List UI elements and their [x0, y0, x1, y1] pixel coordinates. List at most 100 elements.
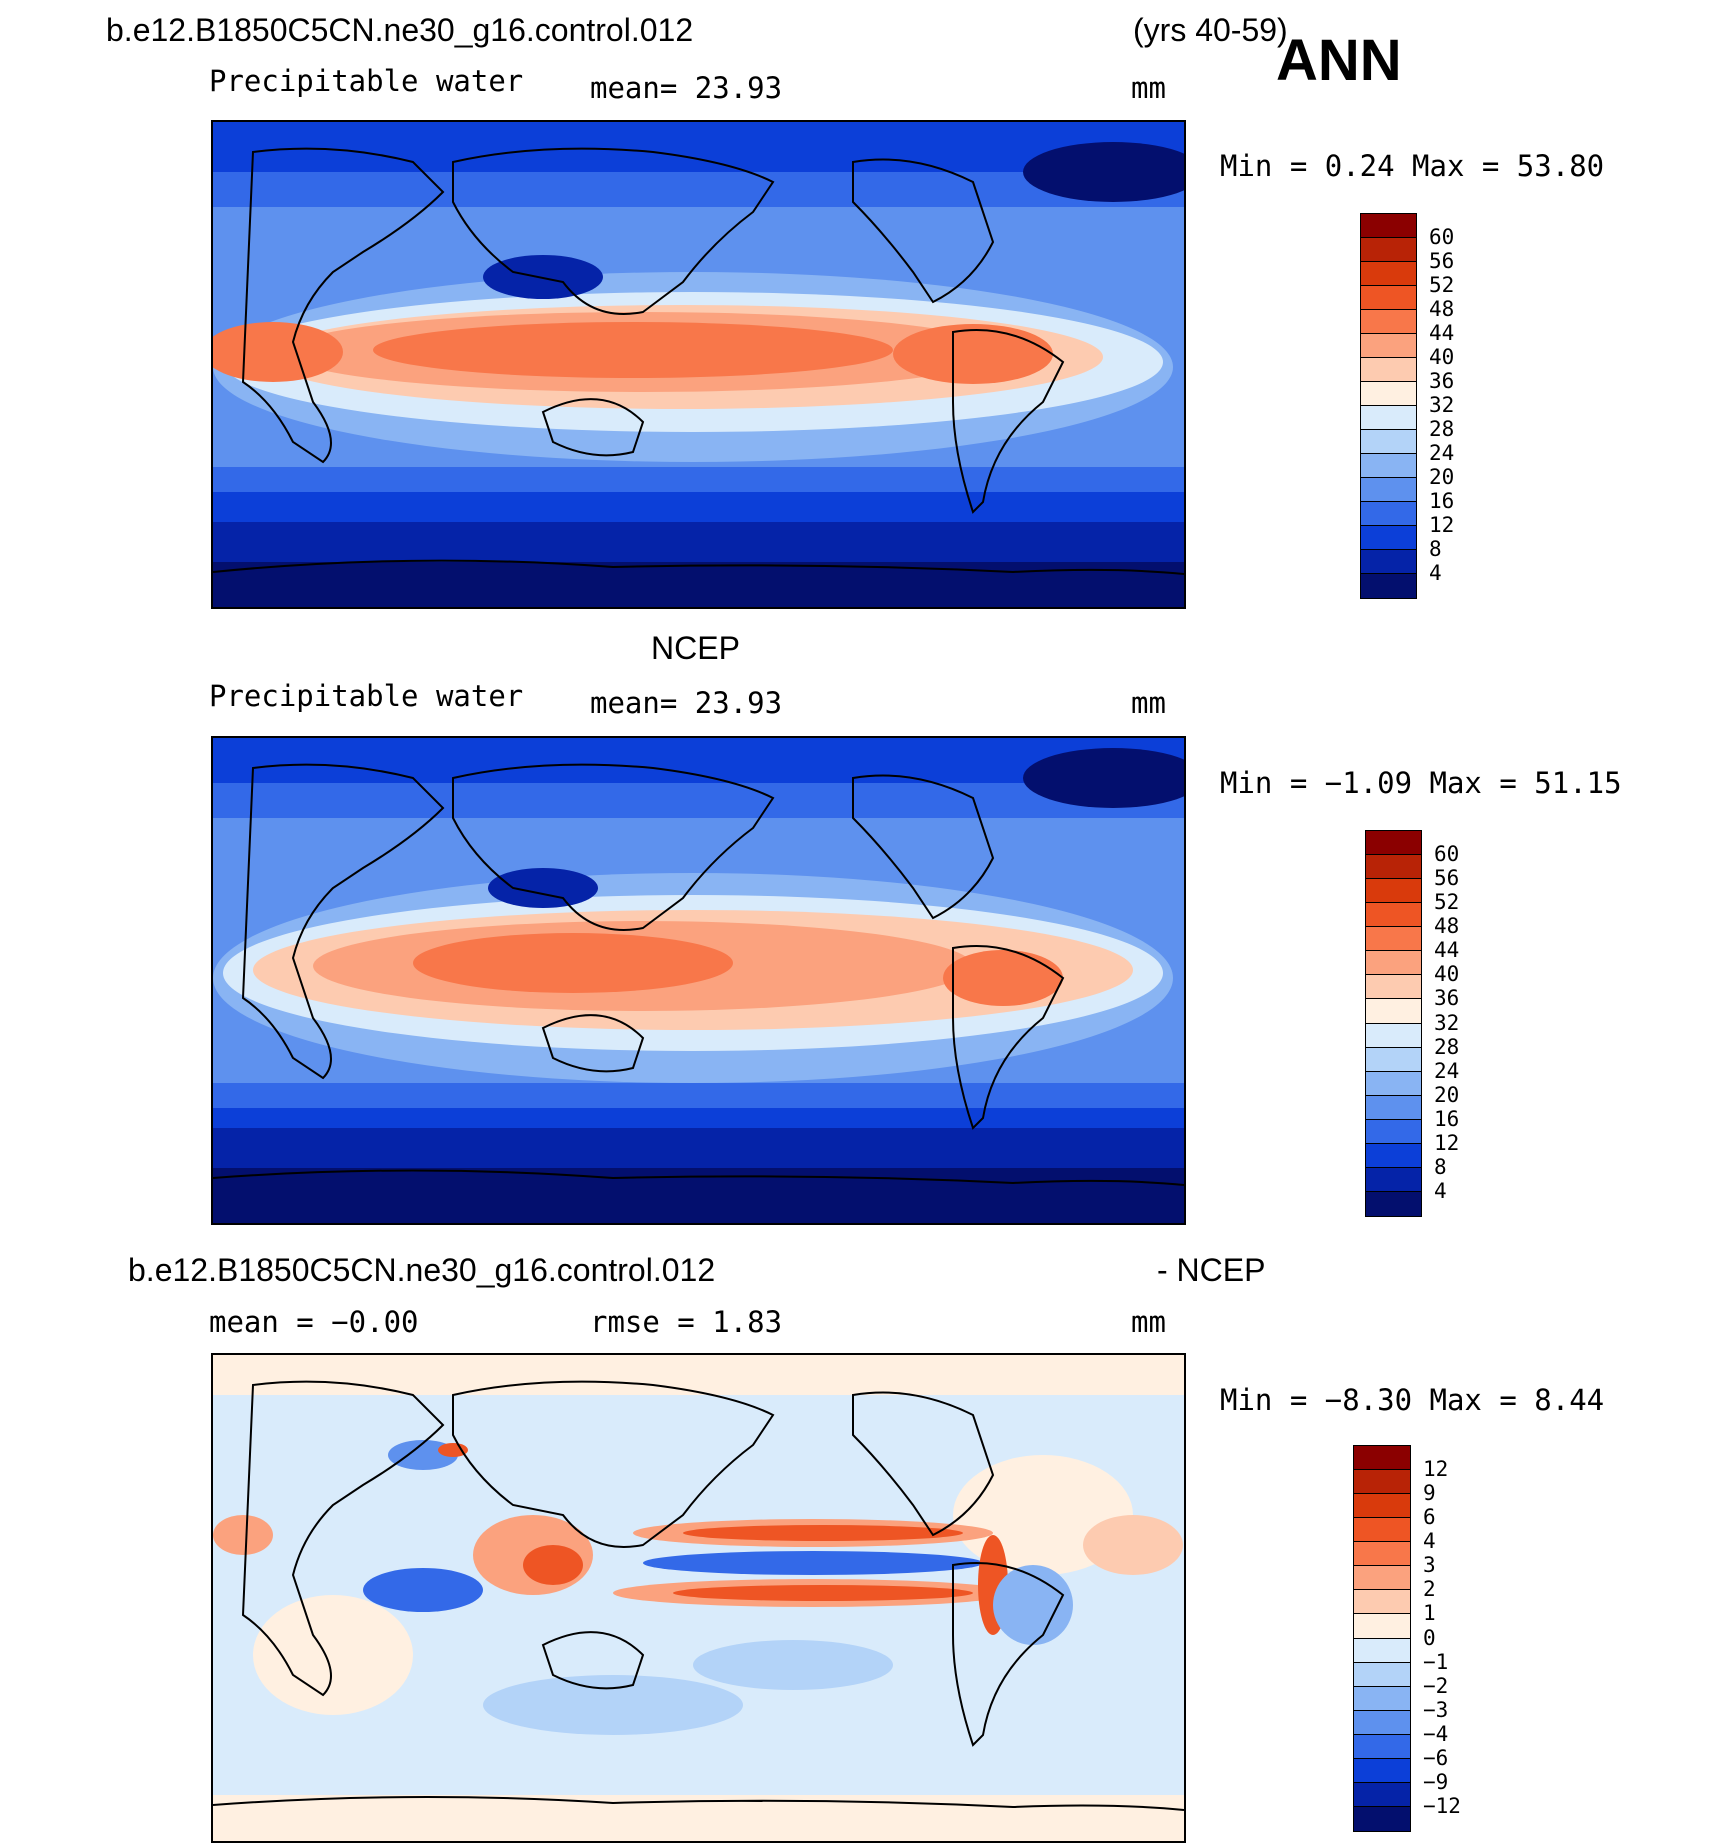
- panel1-variable-label: Precipitable water: [209, 64, 524, 98]
- colorbar-tick-label: 28: [1434, 1034, 1460, 1059]
- colorbar-tick-label: 52: [1429, 273, 1455, 297]
- colorbar-segment: [1366, 903, 1421, 928]
- colorbar-tick-label: 60: [1429, 225, 1455, 249]
- colorbar-tick-label: 36: [1434, 986, 1460, 1011]
- colorbar-tick-label: 44: [1429, 321, 1455, 345]
- colorbar-tick-label: 56: [1434, 866, 1460, 891]
- colorbar-tick-label: 12: [1429, 513, 1455, 537]
- panel3-map: [211, 1353, 1186, 1843]
- colorbar-segment: [1361, 574, 1416, 598]
- colorbar-segment: [1354, 1542, 1410, 1567]
- colorbar-segment: [1354, 1518, 1410, 1543]
- panel3-rmse-label: rmse = 1.83: [590, 1305, 783, 1339]
- colorbar-segment: [1354, 1590, 1410, 1615]
- colorbar-tick-label: −9: [1423, 1769, 1449, 1794]
- colorbar-segment: [1366, 1095, 1421, 1120]
- panel3-mean-label: mean = −0.00: [209, 1305, 419, 1339]
- colorbar-segment: [1366, 927, 1421, 952]
- colorbar-segment: [1361, 214, 1416, 238]
- colorbar-segment: [1366, 1119, 1421, 1144]
- colorbar-tick-label: −6: [1423, 1745, 1449, 1770]
- colorbar-segment: [1366, 879, 1421, 904]
- colorbar-tick-label: 16: [1429, 489, 1455, 513]
- panel2-field: [213, 738, 1184, 1223]
- colorbar-segment: [1366, 1143, 1421, 1168]
- colorbar-tick-label: 4: [1423, 1529, 1436, 1554]
- colorbar-segment: [1361, 310, 1416, 334]
- panel1-mean-label: mean= 23.93: [590, 71, 783, 105]
- colorbar-segment: [1354, 1638, 1410, 1663]
- colorbar-tick-label: 44: [1434, 938, 1460, 963]
- panel2-colorbar: [1365, 830, 1422, 1217]
- panel3-title-right: - NCEP: [1157, 1252, 1266, 1288]
- season-label: ANN: [1276, 28, 1402, 93]
- colorbar-tick-label: 12: [1423, 1457, 1449, 1482]
- colorbar-tick-label: 12: [1434, 1130, 1460, 1155]
- colorbar-tick-label: 6: [1423, 1505, 1436, 1530]
- colorbar-tick-label: 24: [1429, 441, 1455, 465]
- panel1-colorbar: [1360, 213, 1417, 599]
- colorbar-segment: [1361, 358, 1416, 382]
- colorbar-segment: [1361, 502, 1416, 526]
- colorbar-segment: [1354, 1734, 1410, 1759]
- colorbar-tick-label: 20: [1434, 1082, 1460, 1107]
- colorbar-segment: [1361, 262, 1416, 286]
- panel3-units: mm: [1131, 1305, 1166, 1339]
- colorbar-segment: [1366, 951, 1421, 976]
- colorbar-segment: [1361, 526, 1416, 550]
- colorbar-tick-label: −12: [1423, 1793, 1461, 1818]
- colorbar-tick-label: −3: [1423, 1697, 1449, 1722]
- colorbar-tick-label: 56: [1429, 249, 1455, 273]
- panel1-minmax: Min = 0.24 Max = 53.80: [1220, 149, 1605, 183]
- colorbar-segment: [1361, 238, 1416, 262]
- colorbar-segment: [1366, 975, 1421, 1000]
- panel3-minmax: Min = −8.30 Max = 8.44: [1220, 1383, 1605, 1417]
- colorbar-tick-label: 4: [1429, 561, 1442, 585]
- panel2-variable-label: Precipitable water: [209, 679, 524, 713]
- colorbar-tick-label: 48: [1434, 914, 1460, 939]
- colorbar-tick-label: −2: [1423, 1673, 1449, 1698]
- colorbar-segment: [1354, 1758, 1410, 1783]
- case-name: b.e12.B1850C5CN.ne30_g16.control.012: [106, 12, 694, 48]
- colorbar-tick-label: 48: [1429, 297, 1455, 321]
- colorbar-tick-label: 32: [1429, 393, 1455, 417]
- colorbar-segment: [1354, 1782, 1410, 1807]
- colorbar-tick-label: 2: [1423, 1577, 1436, 1602]
- colorbar-tick-label: 32: [1434, 1010, 1460, 1035]
- colorbar-segment: [1366, 1047, 1421, 1072]
- colorbar-segment: [1361, 382, 1416, 406]
- panel1-map: [211, 120, 1186, 609]
- colorbar-segment: [1366, 1023, 1421, 1048]
- colorbar-segment: [1354, 1686, 1410, 1711]
- colorbar-segment: [1366, 831, 1421, 856]
- colorbar-tick-label: 16: [1434, 1106, 1460, 1131]
- colorbar-segment: [1366, 1191, 1421, 1216]
- colorbar-tick-label: 3: [1423, 1553, 1436, 1578]
- colorbar-segment: [1354, 1446, 1410, 1471]
- years-label: (yrs 40-59): [1133, 12, 1288, 48]
- colorbar-segment: [1354, 1662, 1410, 1687]
- colorbar-segment: [1354, 1566, 1410, 1591]
- panel2-map: [211, 736, 1186, 1225]
- colorbar-tick-label: 20: [1429, 465, 1455, 489]
- colorbar-tick-label: 60: [1434, 842, 1460, 867]
- colorbar-segment: [1366, 1071, 1421, 1096]
- colorbar-segment: [1366, 855, 1421, 880]
- colorbar-tick-label: −1: [1423, 1649, 1449, 1674]
- colorbar-tick-label: 28: [1429, 417, 1455, 441]
- colorbar-tick-label: 9: [1423, 1481, 1436, 1506]
- colorbar-segment: [1361, 406, 1416, 430]
- colorbar-segment: [1354, 1614, 1410, 1639]
- colorbar-tick-label: 8: [1429, 537, 1442, 561]
- colorbar-tick-label: 40: [1429, 345, 1455, 369]
- colorbar-tick-label: 0: [1423, 1625, 1436, 1650]
- colorbar-tick-label: 52: [1434, 890, 1460, 915]
- colorbar-segment: [1354, 1806, 1410, 1831]
- colorbar-tick-label: 4: [1434, 1178, 1447, 1203]
- colorbar-segment: [1361, 454, 1416, 478]
- colorbar-segment: [1361, 334, 1416, 358]
- panel1-units: mm: [1131, 71, 1166, 105]
- panel3-colorbar: [1353, 1445, 1411, 1832]
- colorbar-segment: [1354, 1494, 1410, 1519]
- colorbar-tick-label: 24: [1434, 1058, 1460, 1083]
